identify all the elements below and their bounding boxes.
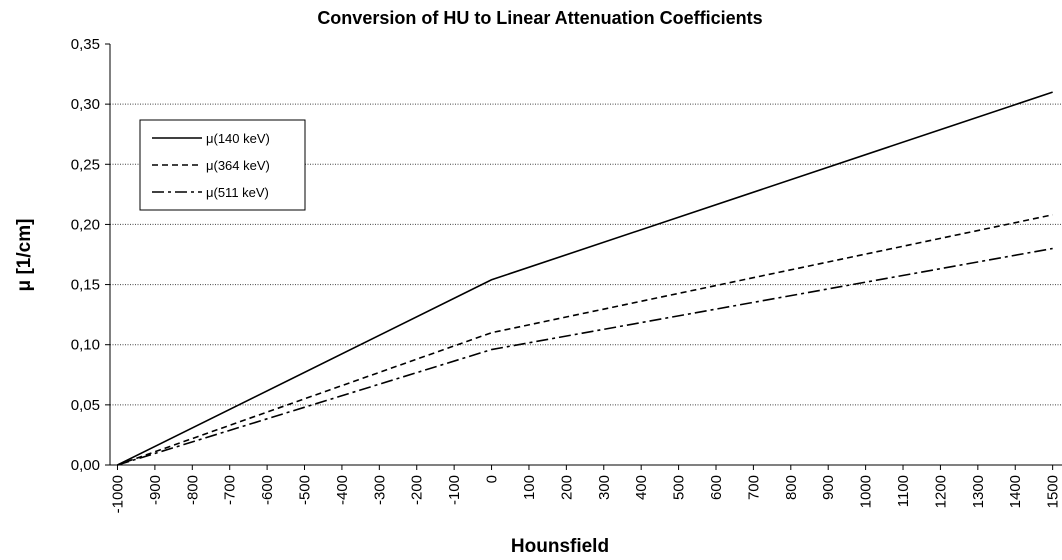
x-tick-label: 200 <box>558 475 575 500</box>
x-tick-label: 400 <box>633 475 650 500</box>
y-axis-label: μ [1/cm] <box>14 219 35 292</box>
y-tick-label: 0,00 <box>71 457 100 474</box>
y-tick-label: 0,25 <box>71 156 100 173</box>
x-tick-label: 500 <box>671 475 688 500</box>
x-tick-label: -500 <box>297 475 314 505</box>
y-tick-label: 0,05 <box>71 397 100 414</box>
x-tick-label: 1400 <box>1007 475 1024 508</box>
y-tick-label: 0,10 <box>71 337 100 354</box>
x-tick-label: 1100 <box>895 475 912 507</box>
x-tick-label: 0 <box>484 475 501 483</box>
x-tick-label: 800 <box>783 475 800 500</box>
line <box>117 247 1053 466</box>
x-tick-label: 700 <box>745 475 762 500</box>
x-tick-label: -300 <box>371 475 388 505</box>
line <box>117 91 1053 466</box>
x-tick-label: 900 <box>820 475 837 500</box>
legend-box <box>139 119 306 211</box>
x-tick-label: -900 <box>147 475 164 505</box>
x-tick-label: -200 <box>409 475 426 505</box>
y-tick-label: 0,15 <box>71 277 100 294</box>
x-tick-label: 1000 <box>858 475 875 508</box>
chart-title: Conversion of HU to Linear Attenuation C… <box>317 8 762 28</box>
x-tick-label: 1300 <box>970 475 987 508</box>
legend-label: μ(140 keV) <box>206 131 270 146</box>
x-tick-label: 300 <box>596 475 613 500</box>
x-tick-label: 600 <box>708 475 725 500</box>
x-axis-label: Hounsfield <box>511 536 609 557</box>
y-tick-label: 0,30 <box>71 96 100 113</box>
x-tick-label: 100 <box>521 475 538 500</box>
x-tick-label: -800 <box>184 475 201 505</box>
x-tick-label: -600 <box>259 475 276 505</box>
x-tick-label: -700 <box>222 475 239 505</box>
legend-label: μ(364 keV) <box>206 158 270 173</box>
y-tick-label: 0,20 <box>71 216 100 233</box>
line <box>117 214 1053 466</box>
y-tick-label: 0,35 <box>71 36 100 53</box>
x-tick-label: -100 <box>446 475 463 505</box>
x-tick-label: -1000 <box>109 475 126 513</box>
x-tick-label: 1200 <box>932 475 949 508</box>
x-tick-label: -400 <box>334 475 351 505</box>
x-tick-label: 1500 <box>1045 475 1062 508</box>
legend-label: μ(511 keV) <box>206 185 269 200</box>
